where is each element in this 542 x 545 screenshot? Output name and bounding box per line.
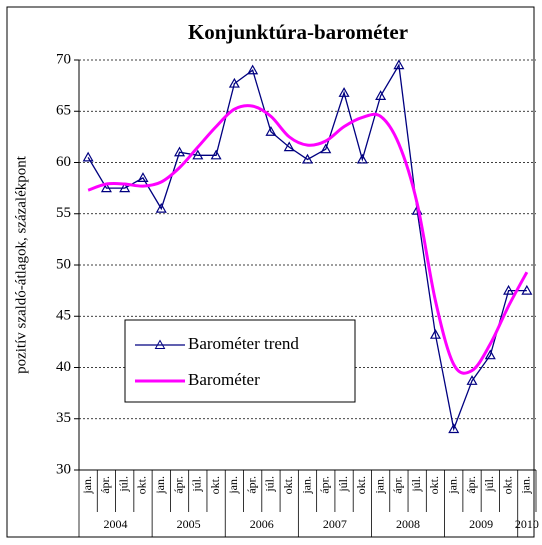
data-point [429, 328, 441, 339]
data-point [265, 126, 277, 136]
x-tick-label: júl. [482, 476, 496, 493]
x-tick-label: okt. [427, 476, 441, 494]
data-point [119, 182, 131, 193]
x-tick-label: jan. [226, 476, 240, 495]
legend-label: Barométer trend [188, 334, 299, 353]
year-label: 2009 [469, 517, 493, 531]
data-point [393, 59, 405, 70]
data-point [228, 77, 240, 88]
year-label: 2005 [177, 517, 201, 531]
data-point [320, 143, 332, 154]
data-point [338, 87, 350, 97]
year-label: 2007 [323, 517, 347, 531]
x-tick-label: okt. [135, 476, 149, 494]
y-tick-label: 65 [56, 103, 71, 119]
x-tick-label: okt. [208, 476, 222, 494]
x-tick-label: okt. [354, 476, 368, 494]
data-point [503, 284, 515, 295]
data-point [283, 141, 295, 152]
year-label: 2004 [104, 517, 128, 531]
x-tick-label: ápr. [318, 476, 332, 494]
x-tick-label: júl. [116, 476, 130, 493]
x-tick-label: ápr. [98, 476, 112, 494]
data-point [521, 284, 533, 295]
data-point [137, 172, 149, 182]
x-tick-label: jan. [445, 476, 459, 495]
data-point [155, 202, 167, 213]
data-point [82, 151, 94, 162]
x-tick-label: júl. [190, 476, 204, 493]
series-line [87, 104, 529, 375]
data-point [466, 375, 478, 385]
x-tick-label: júl. [263, 476, 277, 493]
x-tick-label: jan. [519, 476, 533, 495]
x-tick-label: ápr. [171, 476, 185, 494]
x-tick-label: okt. [281, 476, 295, 494]
year-label: 2010 [515, 517, 539, 531]
chart-title: Konjunktúra-barométer [188, 20, 408, 44]
x-tick-label: ápr. [244, 476, 258, 494]
y-tick-label: 45 [56, 308, 71, 324]
y-tick-label: 50 [56, 256, 71, 272]
x-tick-label: jan. [299, 476, 313, 495]
x-tick-label: júl. [409, 476, 423, 493]
y-axis-label: pozitív szaldó-átlagok, százalékpont [13, 155, 29, 374]
data-point [448, 423, 460, 434]
data-point [484, 349, 496, 360]
data-point [247, 64, 259, 75]
year-label: 2006 [250, 517, 274, 531]
x-tick-label: jan. [372, 476, 386, 495]
x-tick-label: okt. [500, 476, 514, 494]
series-line [87, 63, 527, 432]
data-point [356, 153, 368, 164]
x-tick-label: ápr. [391, 476, 405, 494]
y-tick-label: 30 [56, 461, 71, 477]
data-point [301, 153, 314, 164]
y-tick-label: 35 [56, 410, 71, 426]
data-point [100, 182, 112, 193]
x-tick-label: júl. [336, 476, 350, 493]
data-point [174, 146, 186, 157]
year-label: 2008 [396, 517, 420, 531]
x-tick-label: jan. [153, 476, 167, 495]
y-tick-label: 55 [56, 205, 71, 221]
legend-label: Barométer [188, 370, 260, 389]
x-tick-label: ápr. [464, 476, 478, 494]
data-point [210, 149, 222, 160]
legend [124, 319, 356, 403]
frame [6, 6, 535, 538]
data-point [192, 149, 204, 160]
y-tick-label: 60 [56, 154, 71, 170]
data-point [375, 90, 387, 100]
y-tick-label: 40 [56, 359, 71, 375]
x-tick-label: jan. [80, 476, 94, 495]
y-tick-label: 70 [56, 51, 71, 67]
legend-marker [154, 339, 166, 349]
